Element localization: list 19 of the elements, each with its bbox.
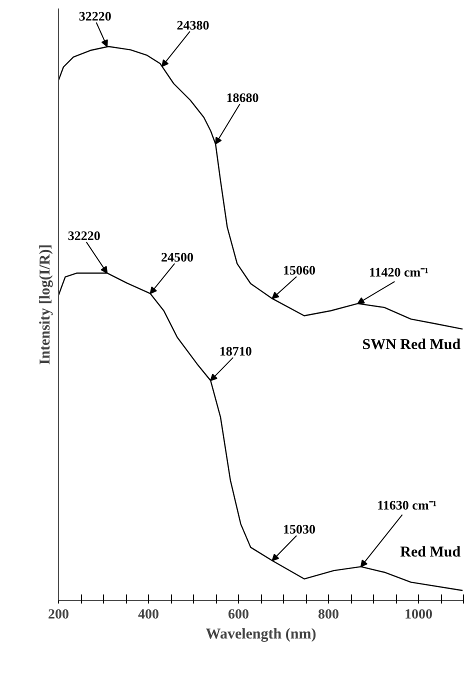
x-tick-label: 200 bbox=[48, 608, 69, 622]
annotation: 15030 bbox=[283, 522, 316, 537]
annotation: 24500 bbox=[161, 250, 194, 265]
annotation: 11420 cm⁻¹ bbox=[368, 264, 429, 280]
series-label: SWN Red Mud bbox=[362, 337, 462, 354]
y-axis-title: Intensity [log(I/R)] bbox=[38, 244, 54, 365]
annotation: 32220 bbox=[68, 228, 100, 244]
x-tick-label: 1000 bbox=[404, 608, 432, 622]
x-axis-title: Wavelength (nm) bbox=[206, 626, 316, 642]
x-tick-label: 600 bbox=[228, 608, 249, 622]
annotation: 15060 bbox=[283, 262, 316, 278]
annotation: 32220 bbox=[78, 8, 112, 24]
annotation: 11630 cm⁻¹ bbox=[377, 498, 437, 513]
x-tick-label: 800 bbox=[318, 608, 339, 622]
annotation: 24380 bbox=[176, 17, 210, 32]
series-label: Red Mud bbox=[400, 544, 462, 561]
annotation: 18680 bbox=[226, 90, 259, 106]
x-tick-label: 400 bbox=[138, 608, 159, 622]
annotation: 18710 bbox=[219, 344, 252, 359]
